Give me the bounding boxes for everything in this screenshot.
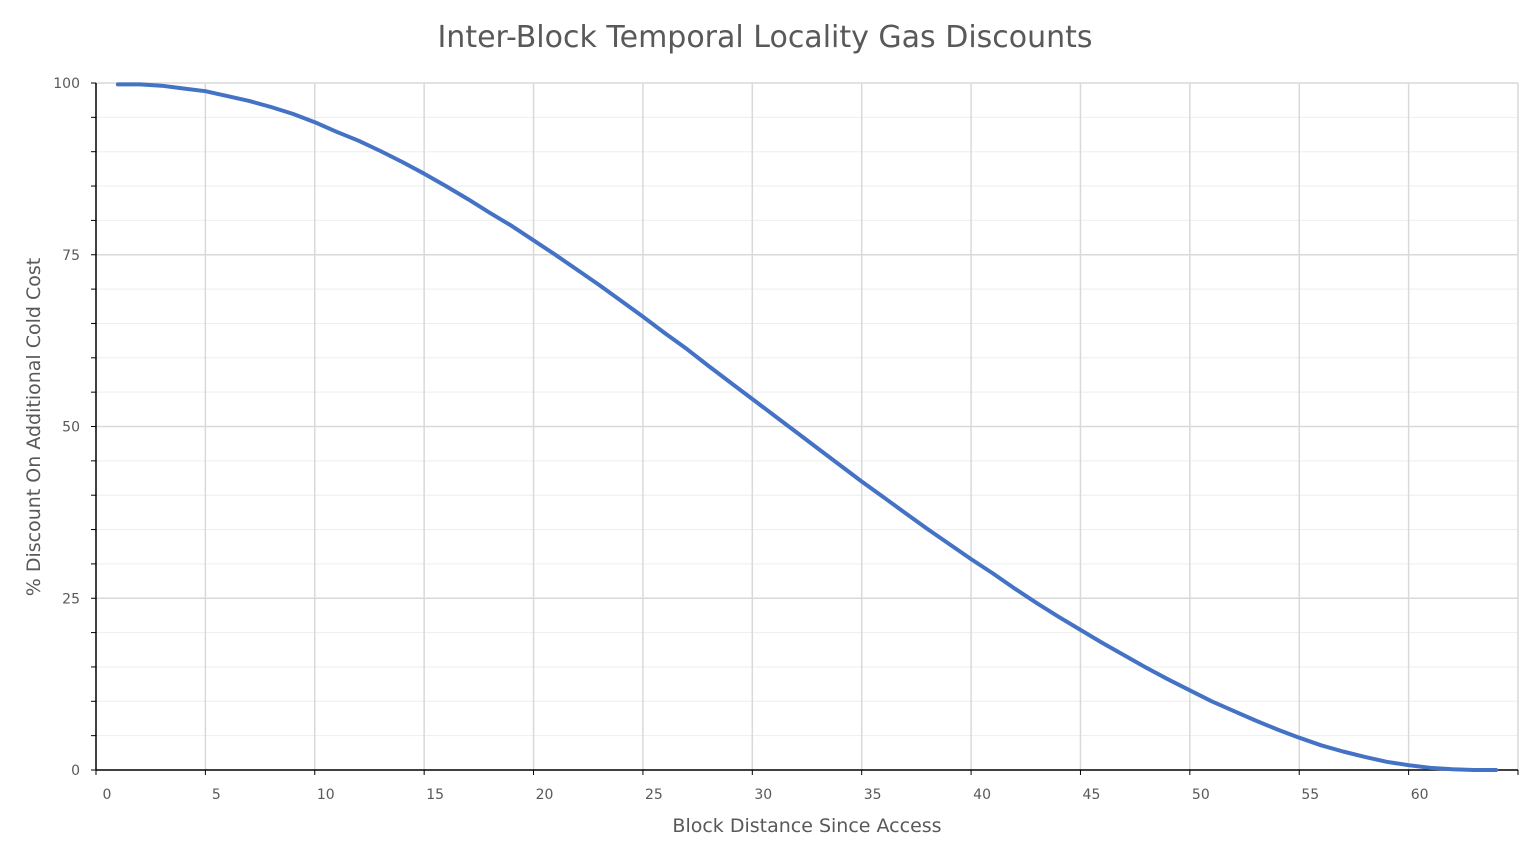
y-tick-label: 25	[62, 591, 80, 607]
tick-labels: 0 25 50 75 100 0 5 10 15 20 25 30 35 40 45 50 55 60	[53, 76, 1428, 803]
axes	[91, 82, 1519, 775]
y-tick-label: 0	[71, 763, 80, 779]
chart-title: Inter-Block Temporal Locality Gas Discou…	[437, 20, 1092, 55]
y-axis-title: % Discount On Additional Cold Cost	[23, 258, 45, 597]
x-tick-label: 15	[426, 787, 444, 803]
x-tick-label: 55	[1301, 787, 1319, 803]
x-tick-label: 5	[212, 787, 221, 803]
x-tick-label: 60	[1411, 787, 1429, 803]
x-axis-title: Block Distance Since Access	[672, 815, 941, 837]
series-layer	[115, 82, 1499, 772]
x-tick-label: 10	[317, 787, 335, 803]
x-tick-label: 25	[645, 787, 663, 803]
x-tick-label: 35	[864, 787, 882, 803]
y-tick-label: 100	[53, 76, 80, 92]
x-tick-label: 20	[536, 787, 554, 803]
x-tick-label: 50	[1192, 787, 1210, 803]
y-tick-label: 75	[62, 248, 80, 264]
y-tick-label: 50	[62, 420, 80, 436]
x-tick-label: 40	[973, 787, 991, 803]
series-line	[115, 82, 1499, 772]
x-tick-label: 0	[103, 787, 112, 803]
x-tick-label: 30	[754, 787, 772, 803]
gridlines	[96, 82, 1519, 770]
x-tick-label: 45	[1083, 787, 1101, 803]
